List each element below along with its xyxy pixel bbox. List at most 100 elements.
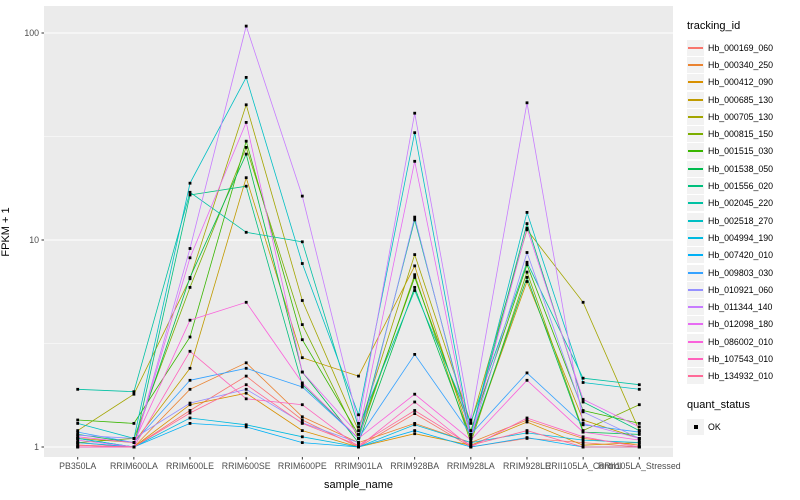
- legend-key-swatch: [687, 91, 704, 108]
- legend-item-Hb_009803_030: Hb_009803_030: [687, 264, 799, 281]
- legend: tracking_id Hb_000169_060 Hb_000340_250 Hb…: [687, 20, 799, 435]
- data-point: [581, 441, 585, 444]
- data-point: [525, 280, 529, 283]
- legend-key-swatch: [687, 299, 704, 316]
- legend-key-swatch: [687, 350, 704, 367]
- data-point: [525, 378, 529, 382]
- legend-key-swatch: [687, 195, 704, 212]
- data-point: [300, 299, 304, 302]
- x-tick-label: RRIM600LE: [166, 461, 214, 471]
- legend-key-line: [688, 98, 703, 101]
- legend-key-swatch: [687, 126, 704, 143]
- data-point: [413, 412, 417, 415]
- data-point: [244, 121, 248, 124]
- quant-status-key: [687, 418, 704, 435]
- legend-key-swatch: [687, 178, 704, 195]
- data-point: [188, 349, 192, 353]
- panel-background: [44, 6, 673, 457]
- legend-key-swatch: [687, 264, 704, 281]
- data-point: [76, 435, 80, 439]
- legend-key-line: [688, 46, 703, 49]
- legend-item-label: Hb_001515_030: [708, 146, 774, 157]
- data-point: [525, 222, 529, 225]
- legend-key-swatch: [687, 39, 704, 56]
- data-point: [244, 24, 248, 28]
- data-point: [76, 418, 80, 422]
- legend-key-line: [688, 115, 703, 118]
- legend-title-tracking-id: tracking_id: [687, 20, 741, 32]
- legend-key-swatch: [687, 212, 704, 229]
- data-point: [188, 366, 192, 370]
- data-point: [525, 270, 529, 274]
- legend-item-label: Hb_000705_130: [708, 111, 774, 122]
- data-point: [300, 435, 304, 439]
- data-point: [357, 441, 360, 444]
- data-point: [76, 441, 80, 444]
- data-point: [76, 443, 80, 447]
- data-point: [525, 260, 529, 264]
- legend-item-label: Hb_000685_130: [708, 94, 774, 105]
- legend-item-Hb_002045_220: Hb_002045_220: [687, 195, 799, 212]
- x-tick-label: RRIM600PE: [278, 461, 327, 471]
- data-point: [300, 338, 304, 342]
- data-point: [300, 262, 304, 265]
- data-point: [637, 438, 641, 442]
- legend-key-swatch: [687, 316, 704, 333]
- data-point: [300, 429, 304, 432]
- data-point: [300, 370, 304, 374]
- data-point: [413, 253, 417, 256]
- data-point: [188, 256, 192, 260]
- y-tick-label: 1: [34, 442, 39, 452]
- data-point: [581, 418, 585, 422]
- data-point: [413, 159, 417, 163]
- data-point: [357, 437, 360, 440]
- data-point: [188, 276, 192, 279]
- x-tick-label: RRIM901LA: [335, 461, 383, 471]
- legend-item-Hb_000412_090: Hb_000412_090: [687, 74, 799, 91]
- data-point: [300, 415, 304, 419]
- data-point: [637, 445, 641, 449]
- data-point: [300, 441, 304, 444]
- legend-key-line: [688, 375, 703, 378]
- data-point: [244, 76, 248, 79]
- data-point: [300, 381, 304, 385]
- data-point: [525, 429, 529, 432]
- legend-item-label: Hb_000169_060: [708, 42, 774, 53]
- x-axis-title: sample_name: [323, 479, 394, 491]
- legend-item-Hb_001556_020: Hb_001556_020: [687, 177, 799, 195]
- legend-item-label: Hb_107543_010: [708, 353, 774, 364]
- data-point: [525, 276, 529, 279]
- x-tick-label: RRIM600LA: [110, 461, 158, 471]
- legend-item-Hb_012098_180: Hb_012098_180: [687, 316, 799, 333]
- legend-item-Hb_000705_130: Hb_000705_130: [687, 108, 799, 125]
- data-point: [637, 383, 641, 387]
- data-point: [188, 409, 192, 412]
- data-point: [581, 410, 585, 414]
- data-point: [581, 438, 585, 442]
- data-point: [413, 392, 417, 396]
- data-point: [413, 276, 417, 279]
- legend-key-swatch: [687, 160, 704, 177]
- data-point: [188, 378, 192, 382]
- data-point: [300, 356, 304, 360]
- data-point: [244, 230, 248, 234]
- data-point: [188, 181, 192, 185]
- data-point: [244, 361, 248, 365]
- data-point: [357, 374, 360, 378]
- legend-key-swatch: [687, 108, 704, 125]
- x-tick-label: RRIM928BA: [390, 461, 439, 471]
- x-tick-label: PB350LA: [59, 461, 96, 471]
- data-point: [525, 371, 529, 375]
- legend-key-line: [688, 323, 703, 326]
- data-point: [525, 436, 529, 439]
- quant-status-label: OK: [708, 421, 721, 432]
- data-point: [581, 445, 585, 449]
- legend-item-Hb_000340_250: Hb_000340_250: [687, 56, 799, 73]
- data-point: [76, 430, 80, 434]
- legend-items: Hb_000169_060 Hb_000340_250 Hb_000412_090 H…: [687, 39, 799, 385]
- data-point: [300, 383, 304, 387]
- legend-key-line: [688, 306, 703, 309]
- legend-item-label: Hb_134932_010: [708, 371, 774, 382]
- data-point: [469, 437, 473, 440]
